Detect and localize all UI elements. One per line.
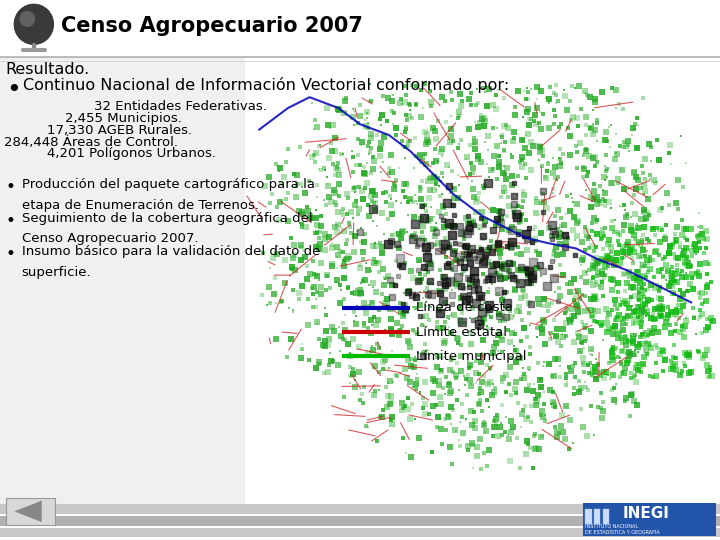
Text: superficie.: superficie. (22, 266, 91, 279)
Text: •: • (6, 178, 16, 196)
Text: Continuo Nacional de Información Vectorial conformado por:: Continuo Nacional de Información Vectori… (23, 77, 509, 93)
Text: Límite municipal: Límite municipal (416, 350, 526, 363)
Text: Línea de costa: Línea de costa (416, 301, 513, 314)
Text: Producción del paquete cartográfico para la: Producción del paquete cartográfico para… (22, 178, 315, 191)
Bar (603, 509, 609, 524)
Text: Censo Agropecuario 2007.: Censo Agropecuario 2007. (22, 232, 198, 245)
Text: 284,448 Áreas de Control.: 284,448 Áreas de Control. (4, 136, 178, 148)
Bar (0, 57, 720, 505)
Text: INEGI: INEGI (623, 505, 670, 521)
Bar (594, 509, 600, 524)
Ellipse shape (19, 11, 35, 27)
Bar (583, 503, 716, 536)
Text: Insumo básico para la validación del dato de: Insumo básico para la validación del dat… (22, 245, 320, 258)
Bar (6, 498, 55, 525)
Text: 4,201 Polígonos Urbanos.: 4,201 Polígonos Urbanos. (47, 147, 216, 160)
Text: Censo Agropecuario 2007: Censo Agropecuario 2007 (61, 16, 363, 36)
Text: •: • (6, 212, 16, 230)
Bar (0, 504, 720, 514)
Bar (245, 57, 720, 505)
Text: 32 Entidades Federativas.: 32 Entidades Federativas. (94, 100, 266, 113)
Text: Resultado.: Resultado. (6, 62, 90, 77)
Text: •: • (6, 245, 16, 263)
Text: 2,455 Municipios.: 2,455 Municipios. (65, 112, 181, 125)
Bar (0, 528, 720, 537)
Text: Límite estatal: Límite estatal (416, 326, 507, 339)
Bar (585, 509, 592, 524)
Polygon shape (14, 501, 42, 522)
Bar (0, 516, 720, 526)
Text: Seguimiento de la cobertura geográfica del: Seguimiento de la cobertura geográfica d… (22, 212, 312, 225)
Ellipse shape (14, 4, 53, 45)
Text: etapa de Enumeración de Terrenos.: etapa de Enumeración de Terrenos. (22, 199, 258, 212)
Text: INSTITUTO NACIONAL
DE ESTADÍSTICA Y GEOGRAFÍA: INSTITUTO NACIONAL DE ESTADÍSTICA Y GEOG… (585, 524, 660, 535)
Text: 17,330 AGEB Rurales.: 17,330 AGEB Rurales. (47, 124, 192, 137)
Text: •: • (6, 78, 20, 102)
Bar (0, 0, 720, 57)
